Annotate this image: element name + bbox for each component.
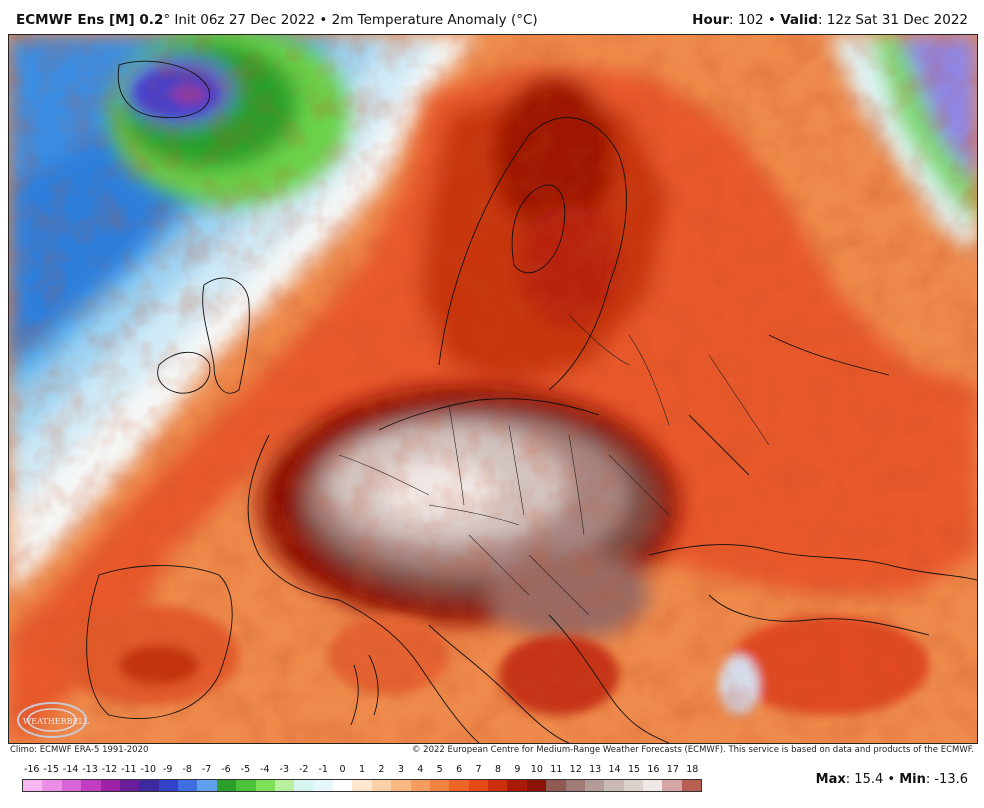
colorbar-tick-label: -14 [62, 764, 79, 775]
valid-time: Hour: 102 • Valid: 12z Sat 31 Dec 2022 [692, 12, 968, 28]
colorbar-swatch [526, 780, 547, 791]
map-footer: Climo: ECMWF ERA-5 1991-2020 © 2022 Euro… [8, 745, 976, 757]
colorbar-tick-label: 5 [436, 764, 443, 775]
colorbar-tick-label: -12 [101, 764, 118, 775]
colorbar-swatch [507, 780, 527, 791]
min-label: Min [899, 772, 926, 787]
hour-label: Hour [692, 12, 730, 28]
colorbar-legend: -16 -15 -14 -13 -12 -11 -10 -9 -8 -7 -6 -5 -4 -3 -2 -1 0… [22, 764, 702, 798]
colorbar-swatch [565, 780, 585, 791]
colorbar-swatch [584, 780, 605, 791]
hour-value: : 102 • [729, 12, 776, 28]
valid-label: Valid [780, 12, 818, 28]
map-title: ECMWF Ens [M] 0.2° Init 06z 27 Dec 2022 … [16, 12, 538, 28]
colorbar-swatch [546, 780, 566, 791]
colorbar-tick-label: -11 [121, 764, 137, 775]
colorbar-tick-label: 7 [475, 764, 482, 775]
colorbar-tick-label: 10 [530, 764, 543, 775]
init-text: Init 06z 27 Dec 2022 • 2m Temperature An… [170, 12, 538, 28]
colorbar-tick-label: 14 [608, 764, 621, 775]
colorbar-tick-label: 6 [456, 764, 463, 775]
country-borders [338, 314, 770, 616]
colorbar-tick-label: -4 [260, 764, 270, 775]
colorbar-tick-label: 3 [397, 764, 404, 775]
map-header: ECMWF Ens [M] 0.2° Init 06z 27 Dec 2022 … [0, 0, 984, 36]
climo-note: Climo: ECMWF ERA-5 1991-2020 [10, 745, 149, 755]
colorbar-swatch [23, 780, 43, 791]
map-canvas[interactable] [8, 34, 978, 744]
colorbar-swatch [294, 780, 314, 791]
colorbar-tick-label: 16 [647, 764, 660, 775]
logo-text: WEATHERBELL [23, 717, 90, 726]
degree-symbol: ° [163, 12, 171, 28]
colorbar-tick-label: -1 [318, 764, 328, 775]
colorbar-swatch [429, 780, 450, 791]
colorbar-tick-label: -16 [23, 764, 40, 775]
colorbar-swatch [197, 780, 217, 791]
colorbar-tick-label: 12 [569, 764, 582, 775]
copyright-note: © 2022 European Centre for Medium-Range … [411, 745, 974, 755]
colorbar-tick-label: 11 [550, 764, 563, 775]
max-value: : 15.4 • [845, 772, 896, 787]
colorbar-swatch [662, 780, 682, 791]
colorbar-swatch [274, 780, 295, 791]
colorbar-tick-label: 18 [686, 764, 699, 775]
max-min-stats: Max: 15.4 • Min: -13.6 [816, 772, 968, 787]
colorbar-tick-label: 4 [417, 764, 424, 775]
colorbar-swatch [119, 780, 140, 791]
weatherbell-logo: WEATHERBELL [17, 702, 90, 738]
colorbar-swatch [216, 780, 237, 791]
colorbar-swatch [178, 780, 198, 791]
colorbar-tick-label: 13 [589, 764, 602, 775]
colorbar-swatch [623, 780, 643, 791]
colorbar-swatch [313, 780, 333, 791]
colorbar-swatch [449, 780, 469, 791]
colorbar-swatch [488, 780, 508, 791]
colorbar-swatch [81, 780, 101, 791]
min-value: : -13.6 [925, 772, 968, 787]
colorbar-swatch [643, 780, 663, 791]
model-name: ECMWF Ens [M] 0.2 [16, 12, 164, 28]
colorbar-tick-label: -6 [221, 764, 231, 775]
colorbar-tick-label: -15 [43, 764, 59, 775]
colorbar-swatch [158, 780, 178, 791]
colorbar-tick-label: 1 [358, 764, 366, 775]
colorbar-tick-label: 8 [494, 764, 502, 775]
colorbar-tick-label: -13 [82, 764, 98, 775]
colorbar-tick-label: -3 [279, 764, 290, 775]
colorbar-labels: -16 -15 -14 -13 -12 -11 -10 -9 -8 -7 -6 -5 -4 -3 -2 -1 0… [22, 764, 702, 778]
colorbar-swatch [681, 780, 702, 791]
colorbar-tick-label: -2 [298, 764, 309, 775]
colorbar-tick-label: 17 [666, 764, 679, 775]
anomaly-map [9, 35, 977, 743]
colorbar-tick-label: 2 [378, 764, 385, 775]
colorbar-tick-label: 9 [514, 764, 521, 775]
colorbar-swatch [236, 780, 256, 791]
colorbar-swatch [100, 780, 120, 791]
valid-value: : 12z Sat 31 Dec 2022 [817, 12, 968, 28]
colorbar-tick-label: -9 [162, 764, 173, 775]
colorbar-swatch [468, 780, 488, 791]
colorbar-swatch [604, 780, 624, 791]
colorbar-tick-label: -10 [140, 764, 157, 775]
coastlines [86, 60, 977, 743]
colorbar-tick-label: 15 [627, 764, 641, 775]
colorbar-swatch [333, 780, 353, 791]
colorbar-swatch [255, 780, 275, 791]
colorbar-tick-label: 0 [339, 764, 346, 775]
colorbar-swatch [139, 780, 159, 791]
colorbar-swatch [410, 780, 430, 791]
colorbar-tick-label: -5 [240, 764, 251, 775]
colorbar-swatch [391, 780, 411, 791]
colorbar-swatch [371, 780, 392, 791]
colorbar-tick-label: -8 [182, 764, 192, 775]
colorbar-tick-label: -7 [201, 764, 212, 775]
colorbar-swatch [352, 780, 372, 791]
colorbar-swatch [61, 780, 82, 791]
max-label: Max [815, 772, 846, 787]
colorbar-swatch [42, 780, 62, 791]
colorbar-swatches [22, 779, 702, 792]
